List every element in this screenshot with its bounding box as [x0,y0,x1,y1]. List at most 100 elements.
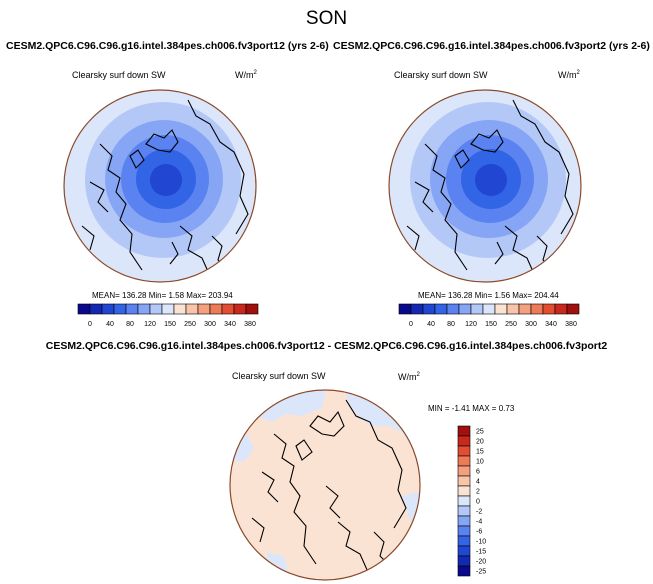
panel1-colorbar-tick-label: 40 [106,321,114,328]
panel2-colorbar-box [542,303,556,315]
panel1-colorbar-tick-label: 380 [244,321,256,328]
panel1-colorbar-tick-label: 150 [164,321,176,328]
diff-colorbar-tick-label: -4 [476,519,482,526]
panel2-colorbar-box [518,303,532,315]
diff-stats: MIN = -1.41 MAX = 0.73 [428,404,515,413]
panel1-colorbar-box [149,303,163,315]
diff-colorbar-box [457,435,471,447]
panel2-colorbar-box [530,303,544,315]
diff-colorbar-tick-label: 15 [476,449,484,456]
panel1-colorbar-box [113,303,127,315]
panel2-colorbar-tick-label: 250 [505,321,517,328]
panel1-colorbar-tick-label: 120 [144,321,156,328]
panel2-colorbar-box [566,303,580,315]
diff-colorbar-box [457,555,471,567]
panel1-colorbar-box [197,303,211,315]
panel1-colorbar-box [185,303,199,315]
panel1-colorbar-box [77,303,91,315]
panel2-contour-rings [389,90,581,282]
panel2-polar-map [388,89,582,283]
diff-colorbar-box [457,565,471,577]
panel1-colorbar-tick-label: 0 [88,321,92,328]
panel1-colorbar: 0 40 80 120 150 250 300 340 380 [77,303,259,328]
panel2-colorbar-tick-label: 80 [447,321,455,328]
panel2-colorbar-box [446,303,460,315]
diff-colorbar-tick-label: 6 [476,469,480,476]
panel1-colorbar-box [245,303,259,315]
panel2-colorbar-box [422,303,436,315]
diff-colorbar-tick-label: 4 [476,479,480,486]
panel2-colorbar-box [458,303,472,315]
diff-contour-fill [230,390,420,580]
panel1-colorbar-tick-label: 250 [184,321,196,328]
diff-colorbar-tick-label: 20 [476,439,484,446]
panel2-colorbar-box [482,303,496,315]
diff-colorbar-box [457,465,471,477]
diff-colorbar-box [457,445,471,457]
panel2-colorbar-box [410,303,424,315]
panel1-colorbar-box [173,303,187,315]
panel1-colorbar-tick-label: 340 [224,321,236,328]
diff-colorbar-box [457,515,471,527]
diff-variable: Clearsky surf down SW [232,371,326,381]
panel2-colorbar-box [494,303,508,315]
panel2-colorbar-box [506,303,520,315]
diff-colorbar-box [457,425,471,437]
panel1-colorbar-tick-label: 80 [126,321,134,328]
panel2-colorbar: 0 40 80 120 150 250 300 340 380 [398,303,580,328]
panel1-case-title: CESM2.QPC6.C96.C96.g16.intel.384pes.ch00… [6,40,329,52]
diff-colorbar-box [457,535,471,547]
diff-colorbar-box [457,525,471,537]
diff-colorbar-box [457,475,471,487]
panel1-colorbar-box [89,303,103,315]
panel2-colorbar-tick-label: 40 [427,321,435,328]
panel1-colorbar-box [161,303,175,315]
diff-colorbar-tick-label: 10 [476,459,484,466]
diff-polar-map [229,389,421,581]
diff-colorbar-box [457,485,471,497]
panel1-units: W/m2 [235,70,257,80]
panel2-colorbar-tick-label: 120 [465,321,477,328]
panel1-contour-rings [64,90,256,282]
diff-colorbar-tick-label: -15 [476,549,486,556]
diff-colorbar-tick-label: -6 [476,529,482,536]
panel1-colorbar-box [221,303,235,315]
panel1-colorbar-box [233,303,247,315]
panel1-colorbar-box [209,303,223,315]
panel2-colorbar-box [434,303,448,315]
panel2-variable: Clearsky surf down SW [394,70,488,80]
diff-colorbar-tick-label: -25 [476,569,486,576]
panel2-colorbar-tick-label: 340 [545,321,557,328]
panel1-polar-map [63,89,257,283]
panel2-colorbar-tick-label: 380 [565,321,577,328]
panel1-colorbar-tick-label: 300 [204,321,216,328]
panel1-colorbar-box [101,303,115,315]
panel2-colorbar-tick-label: 300 [525,321,537,328]
diff-colorbar-tick-label: -20 [476,559,486,566]
panel2-case-title: CESM2.QPC6.C96.C96.g16.intel.384pes.ch00… [333,40,650,52]
figure-title: SON [305,8,348,29]
panel2-colorbar-box [554,303,568,315]
diff-units: W/m2 [398,372,420,382]
panel2-colorbar-tick-label: 0 [409,321,413,328]
diff-colorbar-box [457,495,471,507]
panel2-stats: MEAN= 136.28 Min= 1.56 Max= 204.44 [418,291,559,300]
diff-colorbar-box [457,505,471,517]
diff-colorbar-tick-label: 0 [476,499,480,506]
panel2-units: W/m2 [558,70,580,80]
panel2-coastlines [406,99,574,277]
diff-colorbar-tick-label: -2 [476,509,482,516]
panel1-colorbar-box [125,303,139,315]
diff-title: CESM2.QPC6.C96.C96.g16.intel.384pes.ch00… [45,340,608,352]
diff-colorbar-tick-label: 25 [476,429,484,436]
panel2-colorbar-box [470,303,484,315]
panel1-colorbar-box [137,303,151,315]
panel1-coastlines [81,99,249,277]
diff-colorbar-tick-label: -10 [476,539,486,546]
diff-colorbar-box [457,455,471,467]
panel2-colorbar-tick-label: 150 [485,321,497,328]
panel2-colorbar-box [398,303,412,315]
diff-colorbar-tick-label: 2 [476,489,480,496]
panel1-stats: MEAN= 136.28 Min= 1.58 Max= 203.94 [92,291,233,300]
